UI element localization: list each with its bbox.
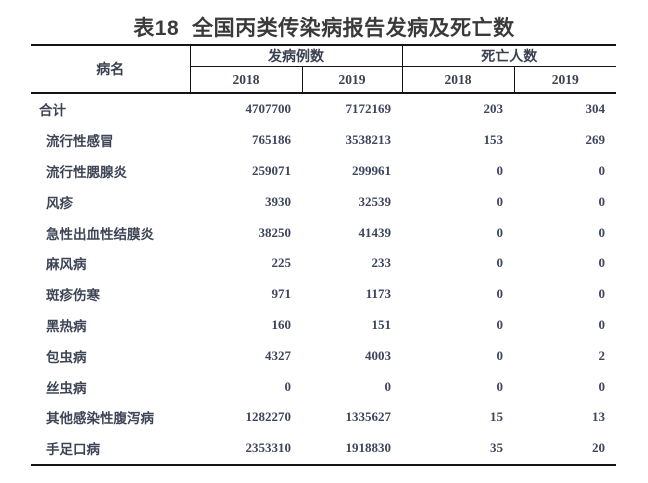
deaths-2018-cell: 0 <box>496 286 504 302</box>
cases-2019-cell: 1173 <box>365 286 391 302</box>
deaths-2018-cell: 153 <box>483 132 504 148</box>
cases-2019-cell: 233 <box>371 255 392 271</box>
cases-2018-cell: 1282270 <box>245 409 292 425</box>
table-row: 流行性感冒 765186 3538213 153 269 <box>31 125 616 156</box>
table-number: 表18 <box>133 17 180 40</box>
table-row: 流行性腮腺炎 259071 299961 0 0 <box>31 156 616 187</box>
cases-2018-cell: 160 <box>271 316 292 332</box>
column-header-deaths-group: 死亡人数 <box>402 45 616 67</box>
deaths-2018-cell: 203 <box>483 101 504 117</box>
cases-2019-cell: 299961 <box>352 162 391 178</box>
table-row: 其他感染性腹泻病 1282270 1335627 15 13 <box>31 402 616 433</box>
cases-2018-cell: 3930 <box>265 193 291 209</box>
deaths-2018-cell: 0 <box>496 193 504 209</box>
deaths-2019-cell: 2 <box>598 347 606 363</box>
deaths-2019-cell: 0 <box>598 316 606 332</box>
deaths-2019-cell: 0 <box>598 162 606 178</box>
table-row: 丝虫病 0 0 0 0 <box>31 371 616 402</box>
deaths-2018-cell: 0 <box>496 162 504 178</box>
table-row-total: 合计 4707700 7172169 203 304 <box>31 93 616 125</box>
deaths-2018-cell: 0 <box>496 347 504 363</box>
deaths-2018-cell: 0 <box>496 255 504 271</box>
disease-name-cell: 包虫病 <box>46 349 87 365</box>
cases-2018-cell: 765186 <box>252 132 291 148</box>
column-header-disease: 病名 <box>31 45 191 94</box>
disease-name-cell: 风疹 <box>46 195 73 211</box>
table-body: 合计 4707700 7172169 203 304 流行性感冒 765186 … <box>31 93 616 465</box>
table-row: 麻风病 225 233 0 0 <box>31 248 616 279</box>
deaths-2018-cell: 0 <box>496 316 504 332</box>
table-row: 包虫病 4327 4003 0 2 <box>31 340 616 371</box>
header-row-groups: 病名 发病例数 死亡人数 <box>31 45 616 94</box>
cases-2018-cell: 4327 <box>265 347 291 363</box>
cases-2019-cell: 1335627 <box>345 409 392 425</box>
disease-name-cell: 急性出血性结膜炎 <box>46 226 154 242</box>
deaths-2019-cell: 0 <box>598 224 606 240</box>
deaths-2018-cell: 0 <box>496 378 504 394</box>
disease-name-cell: 流行性感冒 <box>46 134 114 150</box>
cases-2019-cell: 1918830 <box>345 440 392 456</box>
table-title-text: 全国丙类传染病报告发病及死亡数 <box>192 17 515 40</box>
cases-2018-cell: 2353310 <box>245 440 292 456</box>
column-header-deaths-2018: 2018 <box>402 66 515 94</box>
cases-2019-cell: 4003 <box>365 347 391 363</box>
class-c-infectious-disease-table: 病名 发病例数 死亡人数 2018 2019 2018 2019 合计 4707… <box>31 44 616 466</box>
deaths-2019-cell: 0 <box>598 255 606 271</box>
disease-name-cell: 丝虫病 <box>46 380 87 396</box>
cases-2019-cell: 151 <box>371 316 392 332</box>
disease-name-cell: 麻风病 <box>46 257 87 273</box>
cases-2018-cell: 259071 <box>252 162 291 178</box>
table-row: 黑热病 160 151 0 0 <box>31 310 616 341</box>
deaths-2019-cell: 0 <box>598 286 606 302</box>
header-row-years: 2018 2019 2018 2019 <box>31 66 616 94</box>
cases-2018-cell: 225 <box>271 255 292 271</box>
cases-2018-cell: 0 <box>284 378 292 394</box>
cases-2018-cell: 971 <box>271 286 292 302</box>
deaths-2018-cell: 15 <box>490 409 503 425</box>
deaths-2019-cell: 0 <box>598 193 606 209</box>
table-row: 急性出血性结膜炎 38250 41439 0 0 <box>31 217 616 248</box>
disease-name-cell: 合计 <box>39 103 66 119</box>
table-row: 手足口病 2353310 1918830 35 20 <box>31 433 616 465</box>
deaths-2019-cell: 0 <box>598 378 606 394</box>
disease-name-cell: 手足口病 <box>46 442 100 458</box>
cases-2019-cell: 0 <box>384 378 392 394</box>
column-header-cases-group: 发病例数 <box>190 45 403 67</box>
deaths-2018-cell: 0 <box>496 224 504 240</box>
cases-2019-cell: 41439 <box>358 224 392 240</box>
deaths-2018-cell: 35 <box>490 440 503 456</box>
deaths-2019-cell: 269 <box>585 132 606 148</box>
table-row: 斑疹伤寒 971 1173 0 0 <box>31 279 616 310</box>
disease-name-cell: 黑热病 <box>46 318 87 334</box>
cases-2019-cell: 7172169 <box>345 101 392 117</box>
deaths-2019-cell: 304 <box>585 101 606 117</box>
column-header-cases-2018: 2018 <box>190 66 303 94</box>
cases-2019-cell: 32539 <box>358 193 392 209</box>
page-title: 表18 全国丙类传染病报告发病及死亡数 <box>0 12 648 42</box>
deaths-2019-cell: 13 <box>592 409 605 425</box>
disease-name-cell: 其他感染性腹泻病 <box>46 411 154 427</box>
disease-name-cell: 流行性腮腺炎 <box>46 164 127 180</box>
column-header-cases-2019: 2019 <box>302 66 403 94</box>
table-row: 风疹 3930 32539 0 0 <box>31 186 616 217</box>
table-header: 病名 发病例数 死亡人数 2018 2019 2018 2019 <box>31 45 616 94</box>
deaths-2019-cell: 20 <box>592 440 605 456</box>
disease-name-cell: 斑疹伤寒 <box>46 288 100 304</box>
cases-2018-cell: 4707700 <box>245 101 292 117</box>
column-header-deaths-2019: 2019 <box>514 66 616 94</box>
cases-2019-cell: 3538213 <box>345 132 392 148</box>
cases-2018-cell: 38250 <box>258 224 292 240</box>
